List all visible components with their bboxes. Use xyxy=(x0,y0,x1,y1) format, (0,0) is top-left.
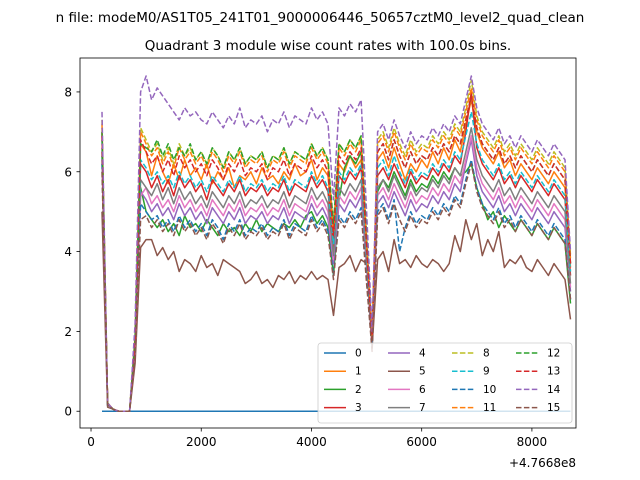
x-axis: 0 2000 4000 6000 8000 xyxy=(87,428,547,449)
legend-label-5: 5 xyxy=(419,366,426,378)
legend-label-12: 12 xyxy=(547,348,560,360)
y-tick-label: 8 xyxy=(64,85,72,99)
legend-label-10: 10 xyxy=(483,384,496,396)
legend-label-1: 1 xyxy=(355,366,362,378)
legend-label-11: 11 xyxy=(483,402,496,414)
legend-label-15: 15 xyxy=(547,402,560,414)
legend-label-6: 6 xyxy=(419,384,426,396)
x-tick-label: 8000 xyxy=(517,435,548,449)
y-tick-label: 4 xyxy=(64,245,72,259)
series-line-10 xyxy=(101,159,572,412)
legend-label-0: 0 xyxy=(355,348,362,360)
legend-label-8: 8 xyxy=(483,348,490,360)
y-tick-label: 2 xyxy=(64,325,72,339)
series-line-12 xyxy=(101,95,572,412)
x-tick-label: 4000 xyxy=(296,435,327,449)
series-group xyxy=(101,75,572,412)
x-tick-label: 2000 xyxy=(186,435,217,449)
x-tick-label: 0 xyxy=(87,435,95,449)
series-line-7 xyxy=(101,127,572,412)
y-tick-label: 0 xyxy=(64,405,72,419)
x-tick-label: 6000 xyxy=(406,435,437,449)
y-tick-label: 6 xyxy=(64,165,72,179)
series-line-13 xyxy=(101,95,572,412)
series-line-15 xyxy=(101,163,572,412)
legend-label-13: 13 xyxy=(547,366,560,378)
series-line-9 xyxy=(101,111,572,412)
series-line-11 xyxy=(101,87,572,412)
chart-suptitle: n file: modeM0/AS1T05_241T01_9000006446_… xyxy=(56,10,585,26)
legend-label-3: 3 xyxy=(355,402,362,414)
plot-frame xyxy=(79,57,577,429)
series-line-14 xyxy=(101,75,572,412)
legend-label-7: 7 xyxy=(419,402,426,414)
chart-title: Quadrant 3 module wise count rates with … xyxy=(145,38,511,54)
legend-label-2: 2 xyxy=(355,384,362,396)
legend-box xyxy=(317,342,573,424)
legend-label-9: 9 xyxy=(483,366,490,378)
series-line-5 xyxy=(101,211,572,412)
y-axis: 0 2 4 6 8 xyxy=(64,85,80,419)
legend-label-14: 14 xyxy=(547,384,561,396)
legend-label-4: 4 xyxy=(419,348,426,360)
x-offset-label: +4.7668e8 xyxy=(509,456,576,470)
